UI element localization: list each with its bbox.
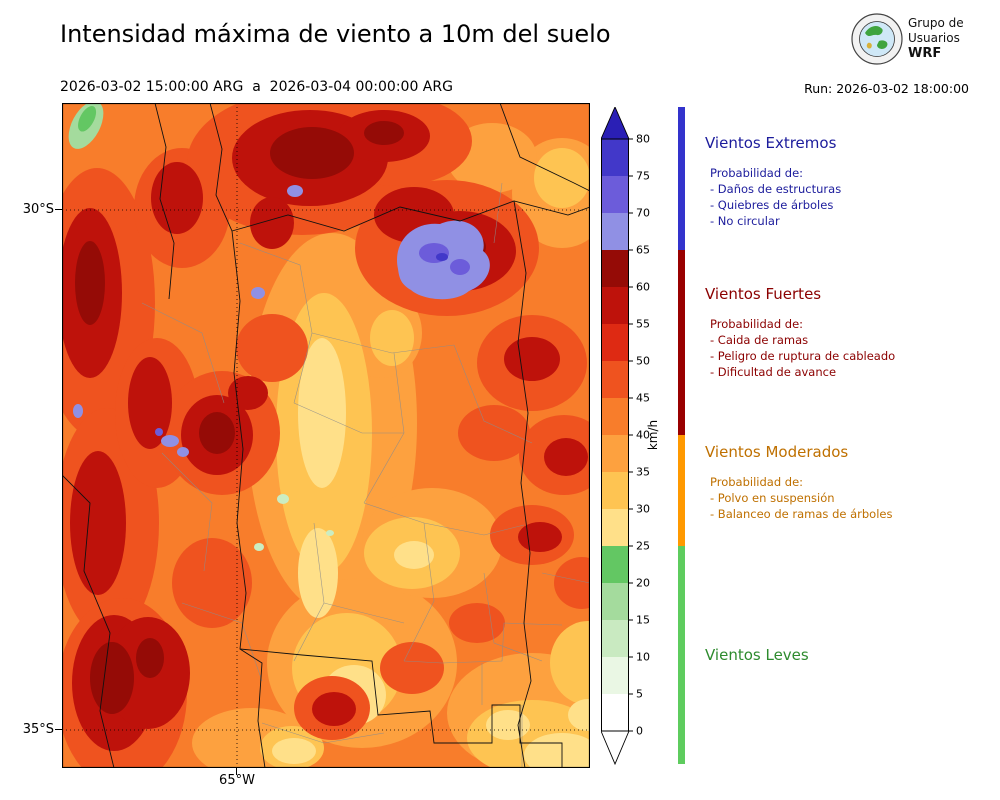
page-title: Intensidad máxima de viento a 10m del su…: [60, 20, 611, 48]
svg-text:60: 60: [636, 281, 650, 294]
x-axis-label-65w: 65°W: [219, 773, 255, 788]
category-item: - Daños de estructuras: [710, 182, 842, 196]
y-axis-tick-35s: [55, 729, 62, 730]
category-probability-label: Probabilidad de:: [710, 475, 804, 489]
logo-line-2: Usuarios: [908, 31, 960, 45]
svg-text:50: 50: [636, 355, 650, 368]
wind-map-canvas: [39, 91, 626, 788]
wrf-user-group-logo: Grupo de Usuarios WRF: [850, 10, 995, 68]
svg-text:70: 70: [636, 207, 650, 220]
category-item: - Balanceo de ramas de árboles: [710, 507, 893, 521]
category-item: - Quiebres de árboles: [710, 198, 834, 212]
extreme-winds-patch: [73, 185, 490, 457]
svg-text:25: 25: [636, 540, 650, 553]
valid-period-label: 2026-03-02 15:00:00 ARG a 2026-03-04 00:…: [60, 79, 453, 95]
category-title: Vientos Extremos: [705, 134, 837, 152]
category-moderados: Vientos Moderados Probabilidad de: - Pol…: [703, 442, 993, 522]
map-frame: [61, 102, 591, 769]
wrf-globe-logo-icon: [851, 13, 903, 65]
category-probability-label: Probabilidad de:: [710, 317, 804, 331]
department-borders: [141, 182, 591, 768]
category-title: Vientos Moderados: [705, 443, 849, 461]
svg-text:5: 5: [636, 688, 643, 701]
category-bar: [678, 107, 685, 764]
model-run-label: Run: 2026-03-02 18:00:00: [804, 81, 969, 96]
logo-line-1: Grupo de: [908, 16, 964, 30]
category-probability-label: Probabilidad de:: [710, 166, 804, 180]
svg-text:20: 20: [636, 577, 650, 590]
latlon-gridlines: [62, 103, 590, 768]
logo-line-3: WRF: [908, 46, 942, 61]
svg-text:40: 40: [636, 429, 650, 442]
category-item: - No circular: [710, 214, 780, 228]
category-fuertes: Vientos Fuertes Probabilidad de: - Caida…: [703, 284, 993, 380]
y-axis-label-35s: 35°S: [22, 722, 54, 737]
svg-text:km/h: km/h: [646, 420, 660, 450]
svg-text:30: 30: [636, 503, 650, 516]
svg-text:10: 10: [636, 651, 650, 664]
y-axis-tick-30s: [55, 209, 62, 210]
wind-intensity-map: [39, 91, 626, 788]
svg-text:75: 75: [636, 170, 650, 183]
svg-text:35: 35: [636, 466, 650, 479]
x-axis-tick-65w: [236, 768, 237, 775]
svg-text:65: 65: [636, 244, 650, 257]
category-leves: Vientos Leves: [703, 645, 993, 665]
svg-text:80: 80: [636, 133, 650, 146]
category-item: - Polvo en suspensión: [710, 491, 835, 505]
y-axis-label-30s: 30°S: [22, 202, 54, 217]
category-title: Vientos Leves: [705, 646, 809, 664]
colorbar: 0 5 10 15 20 25 30 35 40 45 50 55 60 65 70 75 80 km/h: [601, 107, 660, 766]
logo-text: Grupo de Usuarios WRF: [908, 16, 964, 61]
category-item: - Caida de ramas: [710, 333, 809, 347]
province-borders: [61, 102, 591, 769]
light-winds-patch: [68, 101, 104, 149]
svg-text:15: 15: [636, 614, 650, 627]
category-title: Vientos Fuertes: [705, 285, 822, 303]
svg-text:45: 45: [636, 392, 650, 405]
svg-text:55: 55: [636, 318, 650, 331]
category-item: - Peligro de ruptura de cableado: [710, 349, 896, 363]
category-item: - Dificultad de avance: [710, 365, 837, 379]
svg-text:0: 0: [636, 725, 643, 738]
category-extremos: Vientos Extremos Probabilidad de: - Daño…: [703, 133, 993, 229]
